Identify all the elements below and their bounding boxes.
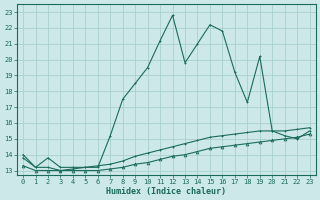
X-axis label: Humidex (Indice chaleur): Humidex (Indice chaleur) [106,187,226,196]
